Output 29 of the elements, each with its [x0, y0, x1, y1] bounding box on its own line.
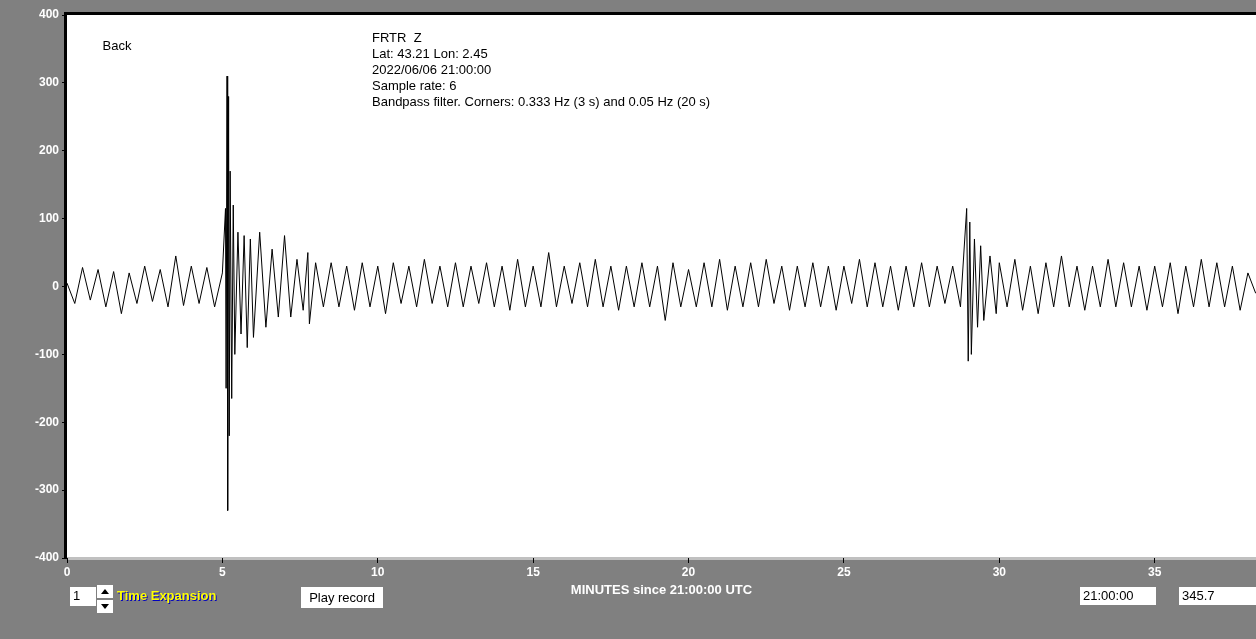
y-tick-label: -100: [34, 346, 60, 361]
y-tick-label: -300: [34, 482, 60, 497]
x-tick-label: 0: [63, 564, 71, 579]
y-tick-label: 200: [38, 143, 60, 158]
y-tick-label: 300: [38, 75, 60, 90]
annotation: Back: [86, 30, 148, 61]
x-tick-label: 20: [681, 564, 696, 579]
text: 345.7: [1179, 587, 1256, 605]
text: Play record: [301, 587, 383, 608]
text: FRTR Z: [372, 30, 423, 46]
annotation: Sample rate: 6: [372, 78, 458, 94]
y-tick-label: 400: [38, 7, 60, 22]
annotation: Bandpass filter. Corners: 0.333 Hz (3 s) and 0.05 Hz (20 s): [372, 94, 711, 110]
x-tick-label: 10: [371, 564, 385, 579]
x-tick-label: 15: [526, 564, 541, 579]
x-tick-label: 35: [1148, 564, 1162, 579]
x-tick-label: 30: [992, 564, 1007, 579]
x-axis-title: MINUTES since 21:00:00 UTC: [570, 581, 753, 597]
text: 21:00:00: [1080, 587, 1156, 605]
x-tick-label: 25: [837, 564, 851, 579]
annotation: 2022/06/06 21:00:00: [372, 62, 493, 78]
text: Time Expansion: [117, 588, 217, 603]
x-tick-label: 5: [219, 564, 227, 579]
y-tick-label: -400: [34, 550, 60, 565]
y-tick-label: 100: [38, 210, 60, 225]
y-tick-label: -200: [34, 414, 60, 429]
annotation: Lat: 43.21 Lon: 2.45: [372, 46, 489, 62]
y-tick-label: 0: [52, 278, 60, 293]
text: 1: [70, 587, 96, 606]
